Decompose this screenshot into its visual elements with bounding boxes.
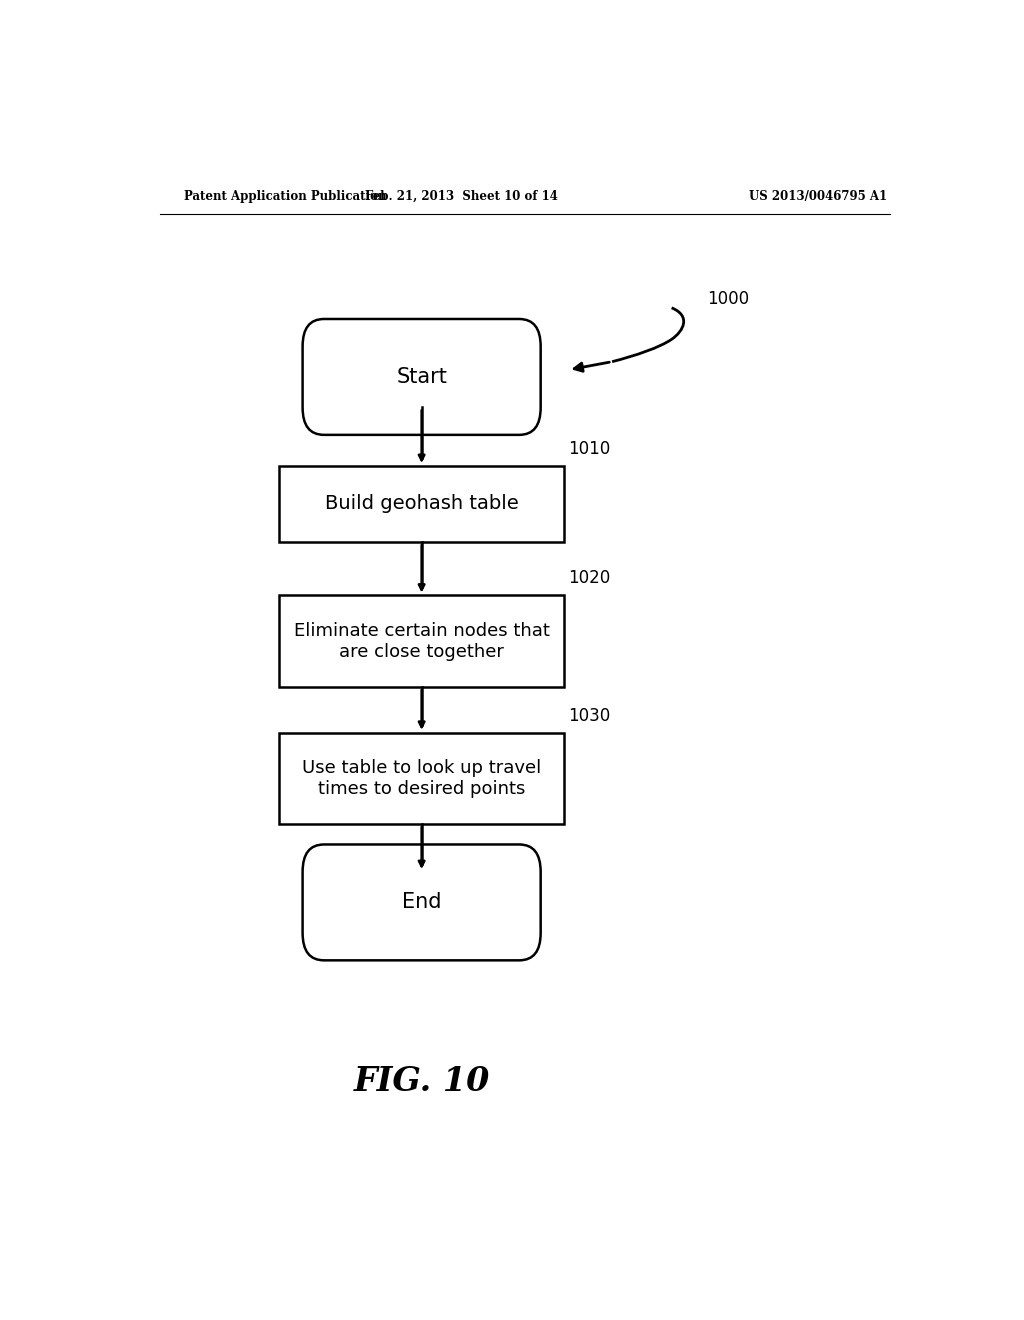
Bar [279,595,564,686]
FancyBboxPatch shape [303,319,541,434]
Text: 1010: 1010 [568,440,610,458]
Bar [279,466,564,543]
Text: Feb. 21, 2013  Sheet 10 of 14: Feb. 21, 2013 Sheet 10 of 14 [365,190,558,202]
Text: US 2013/0046795 A1: US 2013/0046795 A1 [750,190,888,202]
Text: Start: Start [396,367,447,387]
FancyBboxPatch shape [303,845,541,961]
Text: Use table to look up travel
times to desired points: Use table to look up travel times to des… [302,759,542,797]
Text: Build geohash table: Build geohash table [325,495,518,513]
Text: Patent Application Publication: Patent Application Publication [183,190,386,202]
Text: 1030: 1030 [568,706,610,725]
Text: FIG. 10: FIG. 10 [353,1065,489,1098]
Text: 1020: 1020 [568,569,610,587]
Text: End: End [401,892,441,912]
Text: Eliminate certain nodes that
are close together: Eliminate certain nodes that are close t… [294,622,550,660]
Bar [279,733,564,824]
Text: 1000: 1000 [708,289,750,308]
